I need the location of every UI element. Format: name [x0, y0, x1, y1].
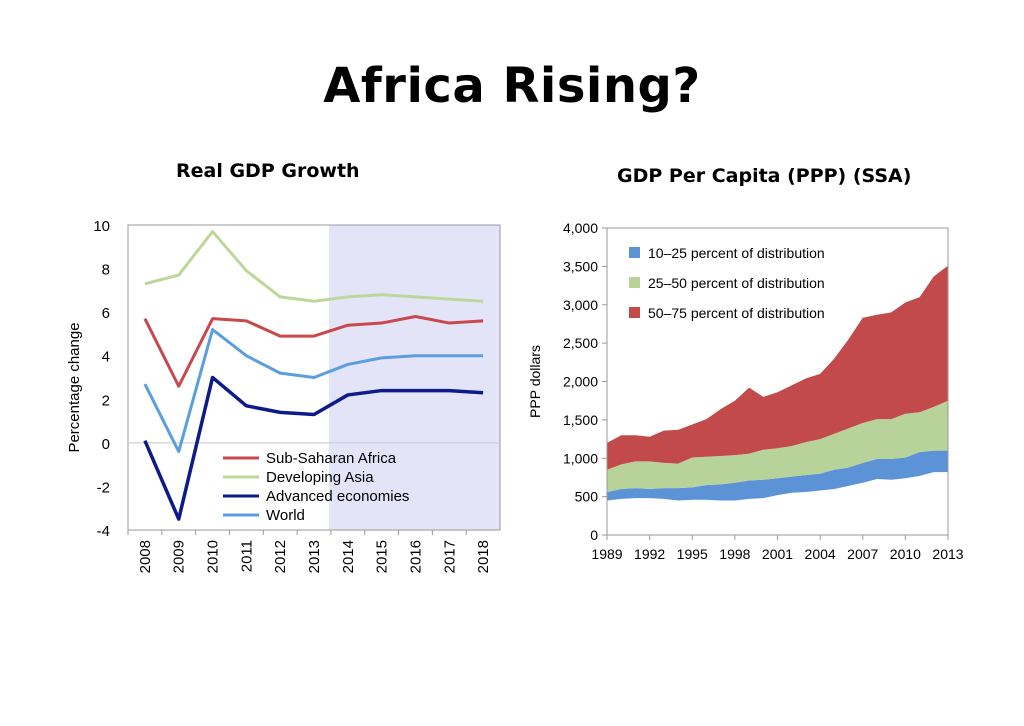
y-tick-label: -2 [97, 479, 110, 496]
y-tick-label: 1,000 [563, 450, 598, 466]
y-tick-label: 3,000 [563, 297, 598, 313]
series-line-developing-asia [144, 230, 484, 303]
x-tick-label: 2010 [205, 540, 222, 573]
legend-label: 10–25 percent of distribution [648, 245, 825, 261]
y-tick-label: 3,500 [563, 258, 598, 274]
x-tick-label: 2008 [137, 540, 154, 573]
series-line-world [143, 328, 484, 454]
gdp-growth-chart-title: Real GDP Growth [176, 160, 360, 182]
y-tick-label: 6 [102, 305, 110, 322]
y-tick-label: -4 [97, 523, 110, 540]
series-line-advanced-economies [143, 375, 484, 521]
y-tick-label: 2,500 [563, 335, 598, 351]
area-band-50-75 [607, 265, 948, 470]
x-tick-label: 2004 [805, 546, 836, 562]
x-tick-label: 1992 [634, 546, 665, 562]
x-tick-label: 2014 [340, 540, 357, 573]
x-tick-label: 2015 [374, 540, 391, 573]
y-tick-label: 2,000 [563, 374, 598, 390]
x-tick-label: 2001 [762, 546, 793, 562]
legend-swatch [629, 277, 640, 288]
y-tick-label: 0 [102, 436, 110, 453]
x-tick-label: 2012 [272, 540, 289, 573]
y-tick-label: 4 [102, 349, 110, 366]
x-tick-label: 2013 [306, 540, 323, 573]
legend-label: 50–75 percent of distribution [648, 305, 825, 321]
x-tick-label: 2013 [932, 546, 963, 562]
area-band-25-50 [607, 400, 948, 493]
x-tick-label: 1998 [719, 546, 750, 562]
y-tick-label: 2 [102, 392, 110, 409]
y-tick-label: 8 [102, 262, 110, 279]
legend-swatch [629, 307, 640, 318]
y-tick-label: 0 [590, 527, 598, 543]
x-tick-label: 1995 [677, 546, 708, 562]
projection-shading [328, 225, 500, 530]
plot-frame [127, 224, 501, 531]
x-tick-label: 2011 [238, 540, 255, 572]
x-tick-label: 2010 [890, 546, 921, 562]
legend-label: World [266, 507, 305, 524]
y-axis-label: Percentage change [66, 322, 83, 452]
gdp-per-capita-chart: 4,000 3,500 3,000 2,500 2,000 1,500 1,000 500 0 1… [527, 220, 964, 562]
legend-label: Developing Asia [266, 469, 374, 486]
x-tick-label: 2017 [441, 540, 458, 573]
x-tick-label: 2007 [847, 546, 878, 562]
x-tick-label: 2016 [407, 540, 424, 573]
x-tick-label: 2018 [475, 540, 492, 573]
legend-label: 25–50 percent of distribution [648, 275, 825, 291]
gdp-growth-chart: 10 8 6 4 2 0 -2 -4 2008 2009 2010 2011 2012 2013 2014 2… [66, 218, 501, 573]
y-tick-label: 10 [93, 218, 110, 235]
x-tick-label: 1989 [591, 546, 622, 562]
legend-label: Sub-Saharan Africa [266, 450, 397, 467]
y-tick-label: 500 [575, 489, 599, 505]
legend-swatch [629, 247, 640, 258]
y-tick-label: 4,000 [563, 220, 598, 236]
page-title: Africa Rising? [323, 58, 701, 114]
x-tick-label: 2009 [171, 540, 188, 573]
y-tick-label: 1,500 [563, 412, 598, 428]
gdp-per-capita-chart-title: GDP Per Capita (PPP) (SSA) [617, 165, 912, 187]
area-band-10-25 [607, 450, 948, 501]
y-axis-label: PPP dollars [527, 345, 543, 418]
series-line-sub-saharan-africa [143, 315, 484, 388]
legend-label: Advanced economies [266, 488, 409, 505]
